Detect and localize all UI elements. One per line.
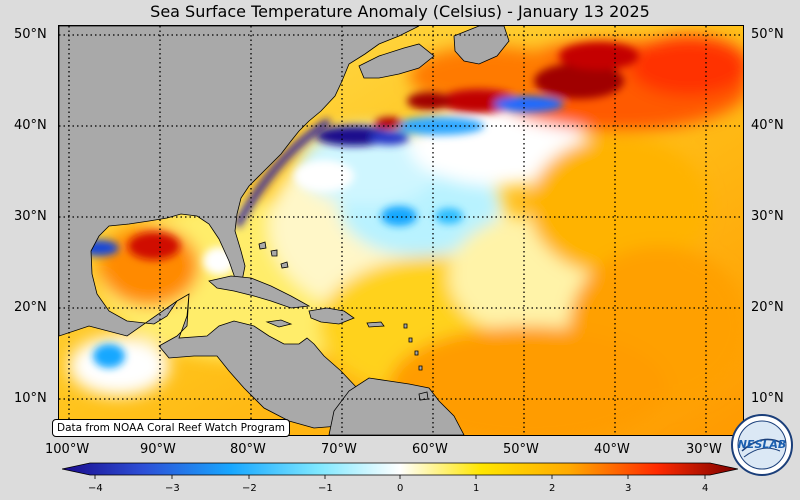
- colorbar-tick-1: 1: [473, 483, 480, 494]
- lat-label-50n-right: 50°N: [751, 27, 784, 42]
- neslab-logo: NESLAB: [730, 413, 794, 477]
- lat-label-40n-left: 40°N: [14, 118, 47, 133]
- lon-label-90w: 90°W: [140, 442, 176, 457]
- colorbar-tick-4: 4: [702, 483, 709, 494]
- lat-label-10n-right: 10°N: [751, 391, 784, 406]
- map-canvas: [59, 26, 743, 435]
- anomaly-field: [59, 26, 743, 435]
- map-title: Sea Surface Temperature Anomaly (Celsius…: [150, 2, 650, 21]
- colorbar-tick-3: 3: [625, 483, 632, 494]
- south-america-land: [328, 377, 465, 435]
- logo-text: NESLAB: [738, 438, 787, 451]
- lon-label-100w: 100°W: [45, 442, 90, 457]
- colorbar: −4 −3 −2 −1 0 1 2 3 4: [61, 462, 739, 498]
- lat-label-50n-left: 50°N: [14, 27, 47, 42]
- colorbar-tick-neg2: −2: [242, 483, 257, 494]
- colorbar-bar: [61, 462, 739, 479]
- lat-label-10n-left: 10°N: [14, 391, 47, 406]
- nova-scotia-land: [358, 43, 435, 79]
- colorbar-tick-neg4: −4: [88, 483, 103, 494]
- colorbar-tick-neg3: −3: [165, 483, 180, 494]
- lon-label-50w: 50°W: [503, 442, 539, 457]
- lat-label-20n-left: 20°N: [14, 300, 47, 315]
- colorbar-tick-neg1: −1: [318, 483, 333, 494]
- lat-label-30n-right: 30°N: [751, 209, 784, 224]
- jamaica-land: [265, 319, 293, 328]
- newfoundland-land: [453, 26, 510, 65]
- lat-label-20n-right: 20°N: [751, 300, 784, 315]
- data-credit-label: Data from NOAA Coral Reef Watch Program: [52, 419, 290, 437]
- cuba-land: [208, 275, 311, 309]
- lat-label-40n-right: 40°N: [751, 118, 784, 133]
- lon-label-30w: 30°W: [686, 442, 722, 457]
- lon-label-80w: 80°W: [230, 442, 266, 457]
- colorbar-tick-2: 2: [549, 483, 556, 494]
- lon-label-40w: 40°W: [594, 442, 630, 457]
- sst-anomaly-map: [58, 25, 744, 436]
- lon-label-60w: 60°W: [412, 442, 448, 457]
- bahamas-islands: [258, 241, 289, 269]
- lat-label-30n-left: 30°N: [14, 209, 47, 224]
- lon-label-70w: 70°W: [321, 442, 357, 457]
- lesser-antilles-islands: [403, 323, 423, 371]
- puerto-rico-land: [366, 321, 385, 328]
- graticule: [59, 26, 743, 435]
- colorbar-tick-0: 0: [397, 483, 404, 494]
